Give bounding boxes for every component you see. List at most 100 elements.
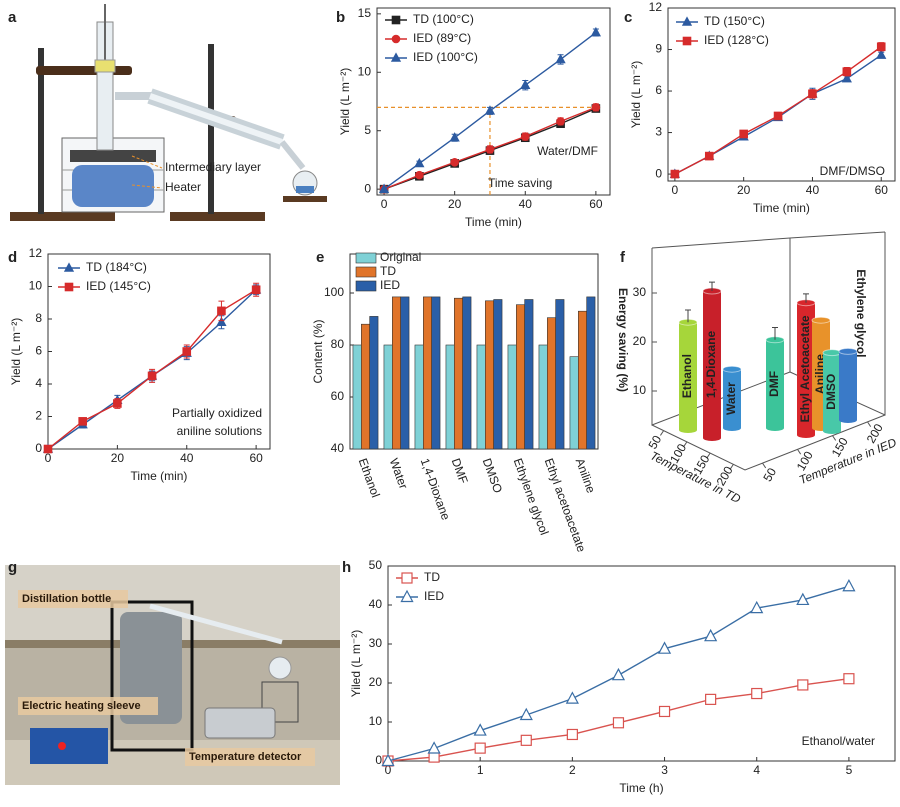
marker — [590, 26, 601, 37]
marker — [750, 600, 764, 614]
annotation: Electric heating sleeve — [22, 700, 141, 712]
marker — [43, 444, 53, 454]
y-axis-label: Yield (L m⁻²) — [338, 68, 352, 135]
z-tick-label: 30 — [633, 285, 647, 299]
condenser-tube — [149, 93, 283, 145]
bar-label: Ethylene glycol — [854, 269, 868, 357]
marker — [591, 103, 601, 112]
bar — [679, 322, 697, 430]
setup-photo: Distillation bottle Electric heating sle… — [5, 565, 340, 785]
stand-rod — [208, 44, 214, 214]
bar — [476, 344, 486, 450]
marker — [555, 53, 566, 64]
plot-frame — [387, 565, 896, 762]
apparatus-illustration: Intermediary layer Heater — [10, 4, 327, 221]
glass-tube — [149, 603, 283, 645]
panel-label: h — [342, 559, 351, 576]
marker — [520, 132, 530, 141]
bar — [369, 316, 379, 450]
marker — [739, 129, 748, 139]
plot-frame — [376, 7, 611, 196]
bar — [524, 299, 534, 450]
legend-label: IED — [380, 278, 400, 292]
panel-label: g — [8, 559, 17, 576]
bar — [493, 299, 503, 450]
legend-label: TD — [380, 264, 396, 278]
legend-label: Original — [380, 250, 421, 264]
heating-sleeve — [120, 612, 182, 724]
y-tick-label: 15 — [358, 6, 372, 20]
x-tick-label: 0 — [672, 183, 679, 197]
receiving-flask — [268, 656, 292, 680]
panel-label: f — [620, 249, 626, 266]
bar — [454, 297, 463, 450]
panel-label: c — [624, 9, 632, 26]
x-tick-label: 40 — [806, 183, 820, 197]
z-tick-label: 10 — [633, 383, 647, 397]
annotation: DMF/DMSO — [820, 164, 885, 178]
x-tick-label: 5 — [846, 763, 853, 777]
x-tick-label: 3 — [661, 763, 668, 777]
annotation: Temperature detector — [189, 751, 302, 763]
detector — [204, 707, 276, 739]
annotation: Water/DMF — [537, 144, 598, 158]
panel-label: a — [8, 9, 17, 26]
marker — [612, 717, 625, 729]
legend-label: TD (100°C) — [413, 12, 474, 26]
marker — [474, 742, 486, 754]
x-tick-label: DMSO — [480, 456, 505, 495]
plot-frame — [349, 253, 599, 450]
x-tick-label: 0 — [385, 763, 392, 777]
wall-top — [651, 237, 791, 249]
marker — [449, 132, 460, 142]
legend-swatch — [355, 280, 377, 292]
x-axis-label: Time (min) — [465, 215, 522, 229]
panel-label: d — [8, 249, 17, 266]
y-axis-label: Yield (L m⁻²) — [9, 318, 23, 385]
bar — [723, 369, 741, 428]
marker — [216, 316, 227, 327]
bar-cap — [822, 349, 842, 357]
marker — [842, 579, 856, 592]
annotation: Ethanol/water — [802, 734, 875, 748]
bar — [839, 351, 857, 420]
stand-rod — [38, 48, 44, 214]
x-tick-label: 0 — [381, 197, 388, 211]
bar-label: 1,4-Dioxane — [704, 330, 718, 398]
marker — [400, 589, 414, 603]
marker — [182, 347, 192, 356]
liquid — [72, 165, 154, 207]
x-axis-label: Time (min) — [131, 469, 188, 483]
y-tick-label: 12 — [649, 0, 663, 14]
marker — [657, 641, 672, 654]
marker — [484, 105, 496, 115]
x-axis-label: Time (h) — [619, 781, 663, 795]
y-tick-label: 2 — [35, 409, 42, 423]
x-tick-label: Water — [387, 456, 411, 490]
bar-label: Ethyl Acetoacetate — [798, 315, 812, 422]
bar — [414, 344, 424, 450]
marker — [565, 691, 579, 704]
marker — [485, 145, 495, 154]
y-tick-label: 10 — [369, 714, 383, 728]
annotation: Time saving — [488, 176, 552, 190]
x-tick-label: 40 — [180, 451, 194, 465]
marker — [797, 679, 809, 691]
y-tick-label: 0 — [375, 753, 382, 767]
marker — [391, 34, 401, 44]
x-tick-label: 60 — [589, 197, 603, 211]
marker — [217, 306, 226, 316]
marker — [519, 707, 533, 721]
legend-label: IED (145°C) — [86, 279, 151, 293]
error-bar — [772, 327, 778, 340]
flask-stand — [283, 196, 327, 202]
marker — [682, 36, 692, 46]
y-tick-label: 10 — [358, 64, 372, 78]
annotation: aniline solutions — [177, 424, 262, 438]
x-tick-label: 1,4-Dioxane — [418, 456, 453, 522]
marker — [841, 72, 852, 83]
frame — [110, 600, 194, 752]
error-bar — [685, 309, 691, 323]
legend-label: IED (128°C) — [704, 33, 769, 47]
